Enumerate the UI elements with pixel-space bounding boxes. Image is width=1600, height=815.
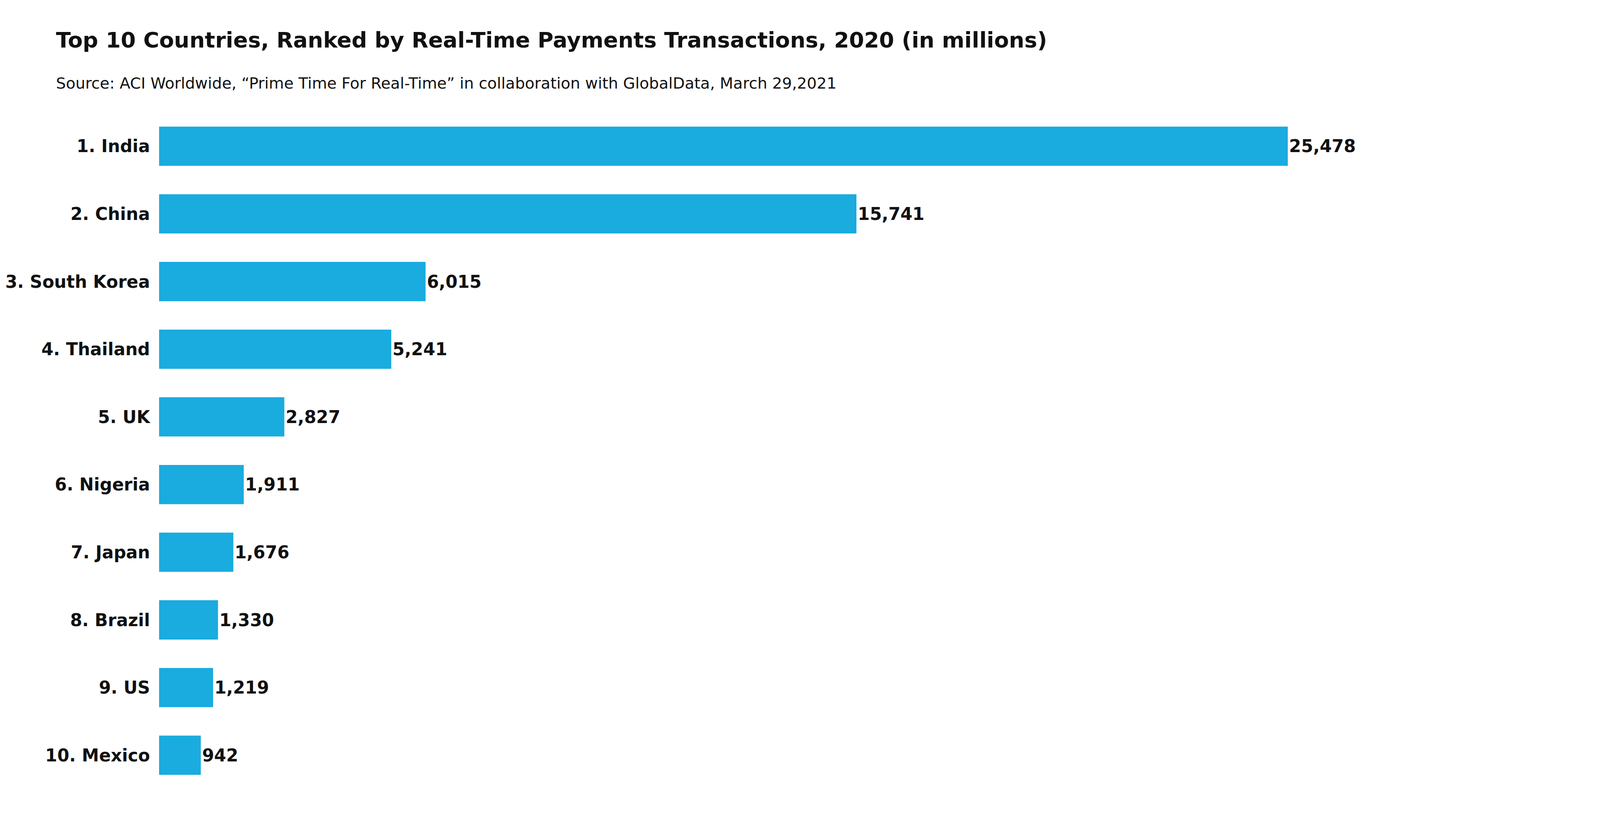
svg-text:1. India: 1. India: [76, 136, 151, 157]
svg-text:5,241: 5,241: [392, 339, 448, 360]
svg-text:1,330: 1,330: [219, 610, 275, 631]
svg-text:5. UK: 5. UK: [98, 407, 151, 428]
svg-text:6,015: 6,015: [426, 271, 482, 292]
svg-text:25,478: 25,478: [1289, 136, 1356, 157]
svg-text:2. China: 2. China: [70, 204, 151, 224]
svg-text:Source: ACI Worldwide, “Prime: Source: ACI Worldwide, “Prime Time For R…: [56, 74, 837, 93]
svg-text:7. Japan: 7. Japan: [70, 542, 151, 563]
svg-text:4. Thailand: 4. Thailand: [41, 339, 151, 360]
svg-text:1,676: 1,676: [234, 542, 290, 563]
svg-text:15,741: 15,741: [857, 204, 925, 224]
svg-text:2,827: 2,827: [285, 407, 341, 428]
svg-text:1,911: 1,911: [245, 474, 301, 495]
svg-text:8. Brazil: 8. Brazil: [70, 610, 151, 631]
svg-text:942: 942: [202, 745, 239, 766]
svg-text:10. Mexico: 10. Mexico: [45, 745, 151, 766]
svg-text:6. Nigeria: 6. Nigeria: [54, 474, 151, 495]
svg-text:1,219: 1,219: [214, 677, 270, 698]
svg-text:9. US: 9. US: [99, 677, 151, 698]
svg-text:Top 10 Countries, Ranked by Re: Top 10 Countries, Ranked by Real-Time Pa…: [56, 27, 1048, 53]
svg-text:3. South Korea: 3. South Korea: [5, 271, 151, 292]
